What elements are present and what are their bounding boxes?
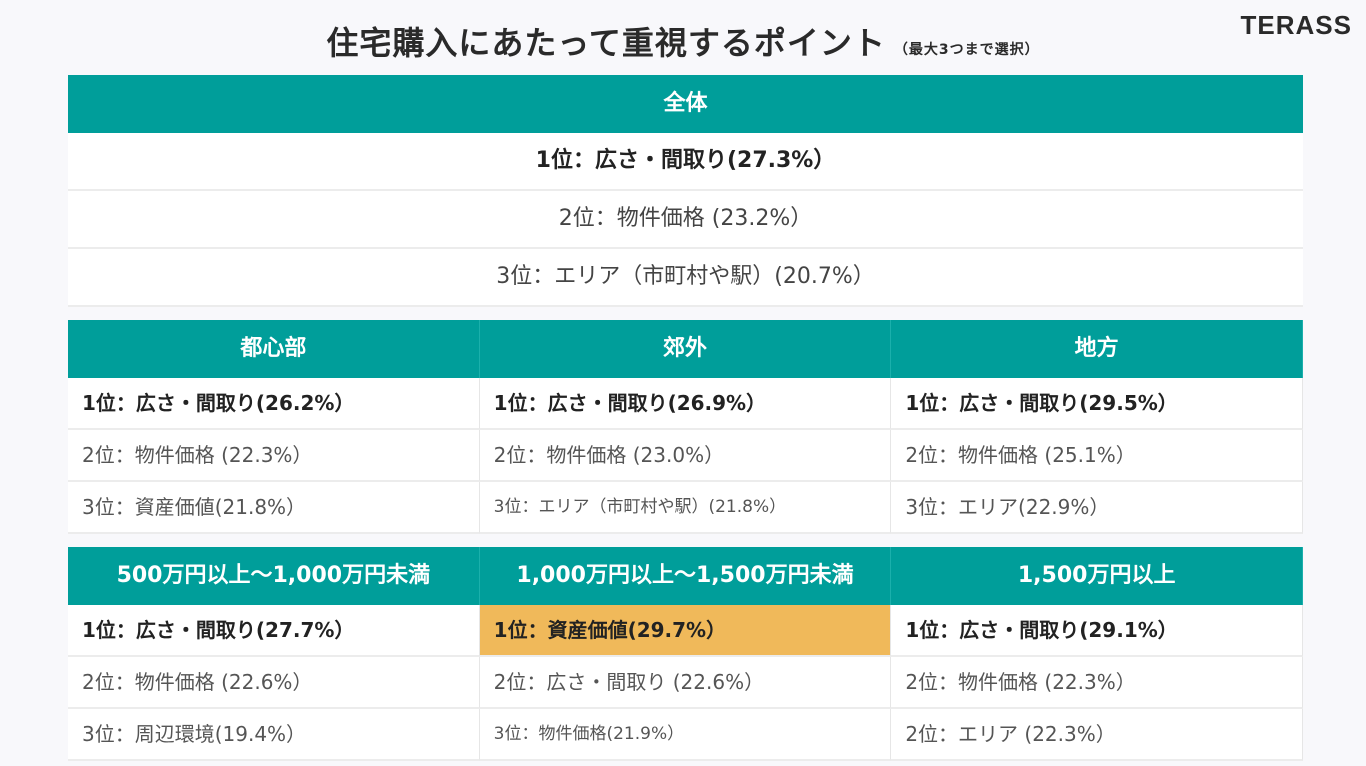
area-header-rural: 地方 (891, 320, 1303, 378)
area-header-suburb: 郊外 (479, 320, 892, 378)
table-cell: 1位：広さ・間取り(27.7%） (68, 605, 480, 657)
overall-header: 全体 (68, 75, 1303, 133)
highlighted-cell: 1位：資産価値(29.7%） (479, 605, 892, 657)
area-header-urban: 都心部 (68, 320, 480, 378)
table-cell: 2位：広さ・間取り (22.6%） (479, 657, 892, 709)
income-header-1500-plus: 1,500万円以上 (891, 547, 1303, 605)
title-note: （最大3つまで選択） (893, 42, 1040, 58)
table-cell: 2位：物件価格 (22.6%） (68, 657, 480, 709)
overall-rank-1: 1位：広さ・間取り(27.3%） (68, 133, 1303, 191)
terass-logo: TERASS (1240, 10, 1352, 40)
table-cell: 3位：エリア（市町村や駅）(21.8%） (479, 482, 892, 534)
table-cell: 2位：物件価格 (23.0%） (479, 430, 892, 482)
overall-rank-3: 3位：エリア（市町村や駅）(20.7%） (68, 249, 1303, 307)
table-cell: 2位：エリア (22.3%） (891, 709, 1303, 761)
income-table: 500万円以上～1,000万円未満 1,000万円以上～1,500万円未満 1,… (68, 547, 1303, 761)
overall-table: 全体 1位：広さ・間取り(27.3%） 2位：物件価格 (23.2%） 3位：エ… (68, 75, 1303, 307)
page-title: 住宅購入にあたって重視するポイント （最大3つまで選択） (0, 18, 1366, 64)
table-cell: 1位：広さ・間取り(26.2%） (68, 378, 480, 430)
table-cell: 2位：物件価格 (25.1%） (891, 430, 1303, 482)
table-cell: 3位：物件価格(21.9%） (479, 709, 892, 761)
table-cell: 3位：エリア(22.9%） (891, 482, 1303, 534)
table-cell: 1位：広さ・間取り(29.5%） (891, 378, 1303, 430)
table-cell: 3位：資産価値(21.8%） (68, 482, 480, 534)
table-cell: 1位：広さ・間取り(26.9%） (479, 378, 892, 430)
table-cell: 3位：周辺環境(19.4%） (68, 709, 480, 761)
income-header-500-1000: 500万円以上～1,000万円未満 (68, 547, 480, 605)
table-cell: 1位：広さ・間取り(29.1%） (891, 605, 1303, 657)
income-header-1000-1500: 1,000万円以上～1,500万円未満 (479, 547, 892, 605)
area-table: 都心部 郊外 地方 1位：広さ・間取り(26.2%） 1位：広さ・間取り(26.… (68, 320, 1303, 534)
overall-rank-2: 2位：物件価格 (23.2%） (68, 191, 1303, 249)
title-text: 住宅購入にあたって重視するポイント (326, 24, 886, 62)
table-cell: 2位：物件価格 (22.3%） (891, 657, 1303, 709)
table-cell: 2位：物件価格 (22.3%） (68, 430, 480, 482)
